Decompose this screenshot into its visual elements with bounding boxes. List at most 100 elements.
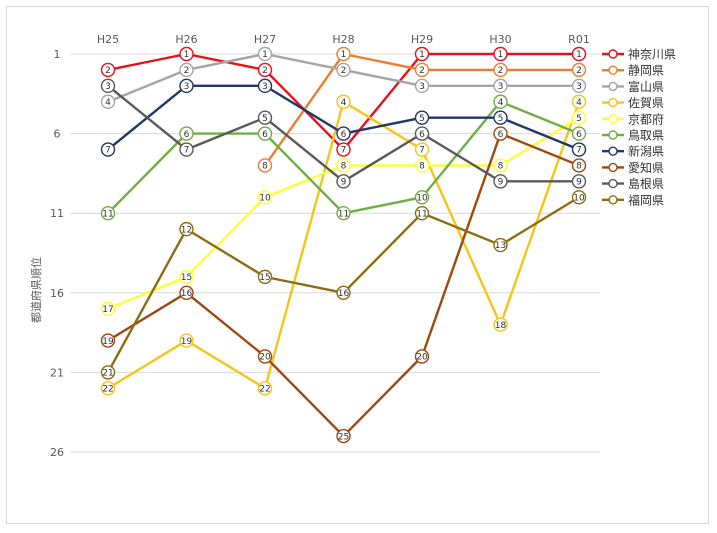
data-label: 6	[576, 130, 582, 140]
data-label: 1	[262, 50, 268, 60]
data-point	[336, 428, 351, 444]
data-label: 4	[498, 98, 504, 108]
chart-frame	[6, 6, 709, 524]
data-point	[257, 78, 273, 94]
data-label: 2	[576, 66, 582, 76]
y-tick-label: 1	[54, 48, 61, 61]
legend-swatch-marker	[608, 49, 618, 59]
data-label: 6	[419, 130, 425, 140]
x-tick-label: R01	[568, 33, 590, 46]
legend-swatch-marker	[608, 146, 618, 156]
data-point	[414, 142, 430, 157]
data-label: 19	[102, 337, 114, 347]
legend-label: 京都府	[628, 111, 664, 126]
data-point	[493, 317, 508, 332]
data-point	[493, 78, 508, 94]
x-tick-label: H29	[411, 33, 433, 46]
data-point	[571, 158, 587, 173]
data-label: 21	[102, 369, 113, 379]
data-label: 7	[184, 146, 190, 156]
data-point	[571, 78, 587, 94]
data-point	[100, 381, 116, 396]
data-label: 9	[576, 178, 582, 188]
y-tick-label: 16	[50, 287, 64, 300]
data-point	[257, 62, 273, 78]
data-point	[571, 110, 587, 125]
data-label: 10	[416, 193, 428, 203]
data-label: 2	[105, 66, 111, 76]
data-label: 8	[419, 162, 425, 172]
data-label: 1	[498, 50, 504, 60]
legend-label: 新潟県	[628, 144, 664, 159]
data-label: 3	[105, 82, 111, 92]
data-point	[571, 142, 587, 157]
data-point	[336, 174, 351, 189]
data-label: 9	[341, 178, 347, 188]
data-label: 11	[416, 209, 427, 219]
data-label: 6	[262, 130, 268, 140]
data-label: 4	[105, 98, 111, 108]
legend-swatch-marker	[608, 162, 618, 173]
series-line	[107, 100, 580, 215]
data-point	[571, 62, 587, 78]
data-label: 19	[181, 337, 193, 347]
data-point	[179, 78, 194, 94]
data-point	[336, 94, 351, 109]
data-label: 3	[262, 82, 268, 92]
legend-label: 福岡県	[628, 192, 664, 207]
data-point	[100, 62, 116, 78]
data-label: 22	[102, 385, 113, 395]
legend-label: 鳥取県	[628, 128, 664, 143]
legend-swatch-marker	[608, 97, 618, 108]
data-point	[257, 46, 273, 62]
legend-label: 佐賀県	[628, 96, 664, 110]
legend-swatch-marker	[608, 178, 618, 189]
data-point	[100, 78, 116, 94]
data-point	[100, 205, 116, 221]
data-point	[257, 126, 273, 141]
y-tick-label: 26	[50, 446, 64, 459]
data-label: 11	[102, 209, 113, 219]
data-label: 7	[341, 146, 347, 156]
data-point	[257, 381, 273, 396]
data-label: 7	[419, 146, 425, 156]
data-label: 1	[184, 50, 190, 60]
data-label: 16	[181, 289, 193, 299]
data-point	[493, 158, 508, 173]
data-point	[493, 237, 508, 253]
data-point	[414, 126, 430, 141]
data-point	[571, 174, 587, 189]
data-point	[179, 46, 194, 62]
data-label: 3	[498, 82, 504, 92]
data-point	[493, 110, 508, 125]
data-point	[336, 46, 351, 62]
data-label: 17	[102, 305, 113, 315]
x-tick-label: H28	[332, 33, 354, 46]
legend-label: 富山県	[628, 79, 664, 94]
data-label: 8	[576, 162, 582, 172]
data-label: 11	[338, 209, 349, 219]
data-label: 25	[338, 432, 349, 442]
legend-swatch-marker	[608, 195, 618, 205]
legend-label: 神奈川県	[628, 48, 676, 62]
data-label: 6	[341, 130, 347, 140]
data-label: 13	[495, 241, 506, 251]
data-label: 1	[419, 50, 425, 60]
data-point	[414, 205, 430, 221]
x-tick-label: H30	[489, 33, 511, 46]
data-point	[100, 94, 116, 109]
data-point	[179, 62, 194, 78]
data-label: 3	[184, 82, 190, 92]
data-point	[257, 158, 273, 173]
data-point	[571, 46, 587, 62]
data-point	[257, 190, 273, 205]
y-tick-label: 6	[54, 128, 61, 141]
data-label: 6	[498, 130, 504, 140]
data-point	[571, 94, 587, 109]
data-point	[493, 46, 508, 62]
data-point	[179, 285, 194, 300]
data-label: 7	[105, 146, 111, 156]
y-tick-label: 11	[50, 207, 64, 220]
data-label: 2	[341, 66, 347, 76]
